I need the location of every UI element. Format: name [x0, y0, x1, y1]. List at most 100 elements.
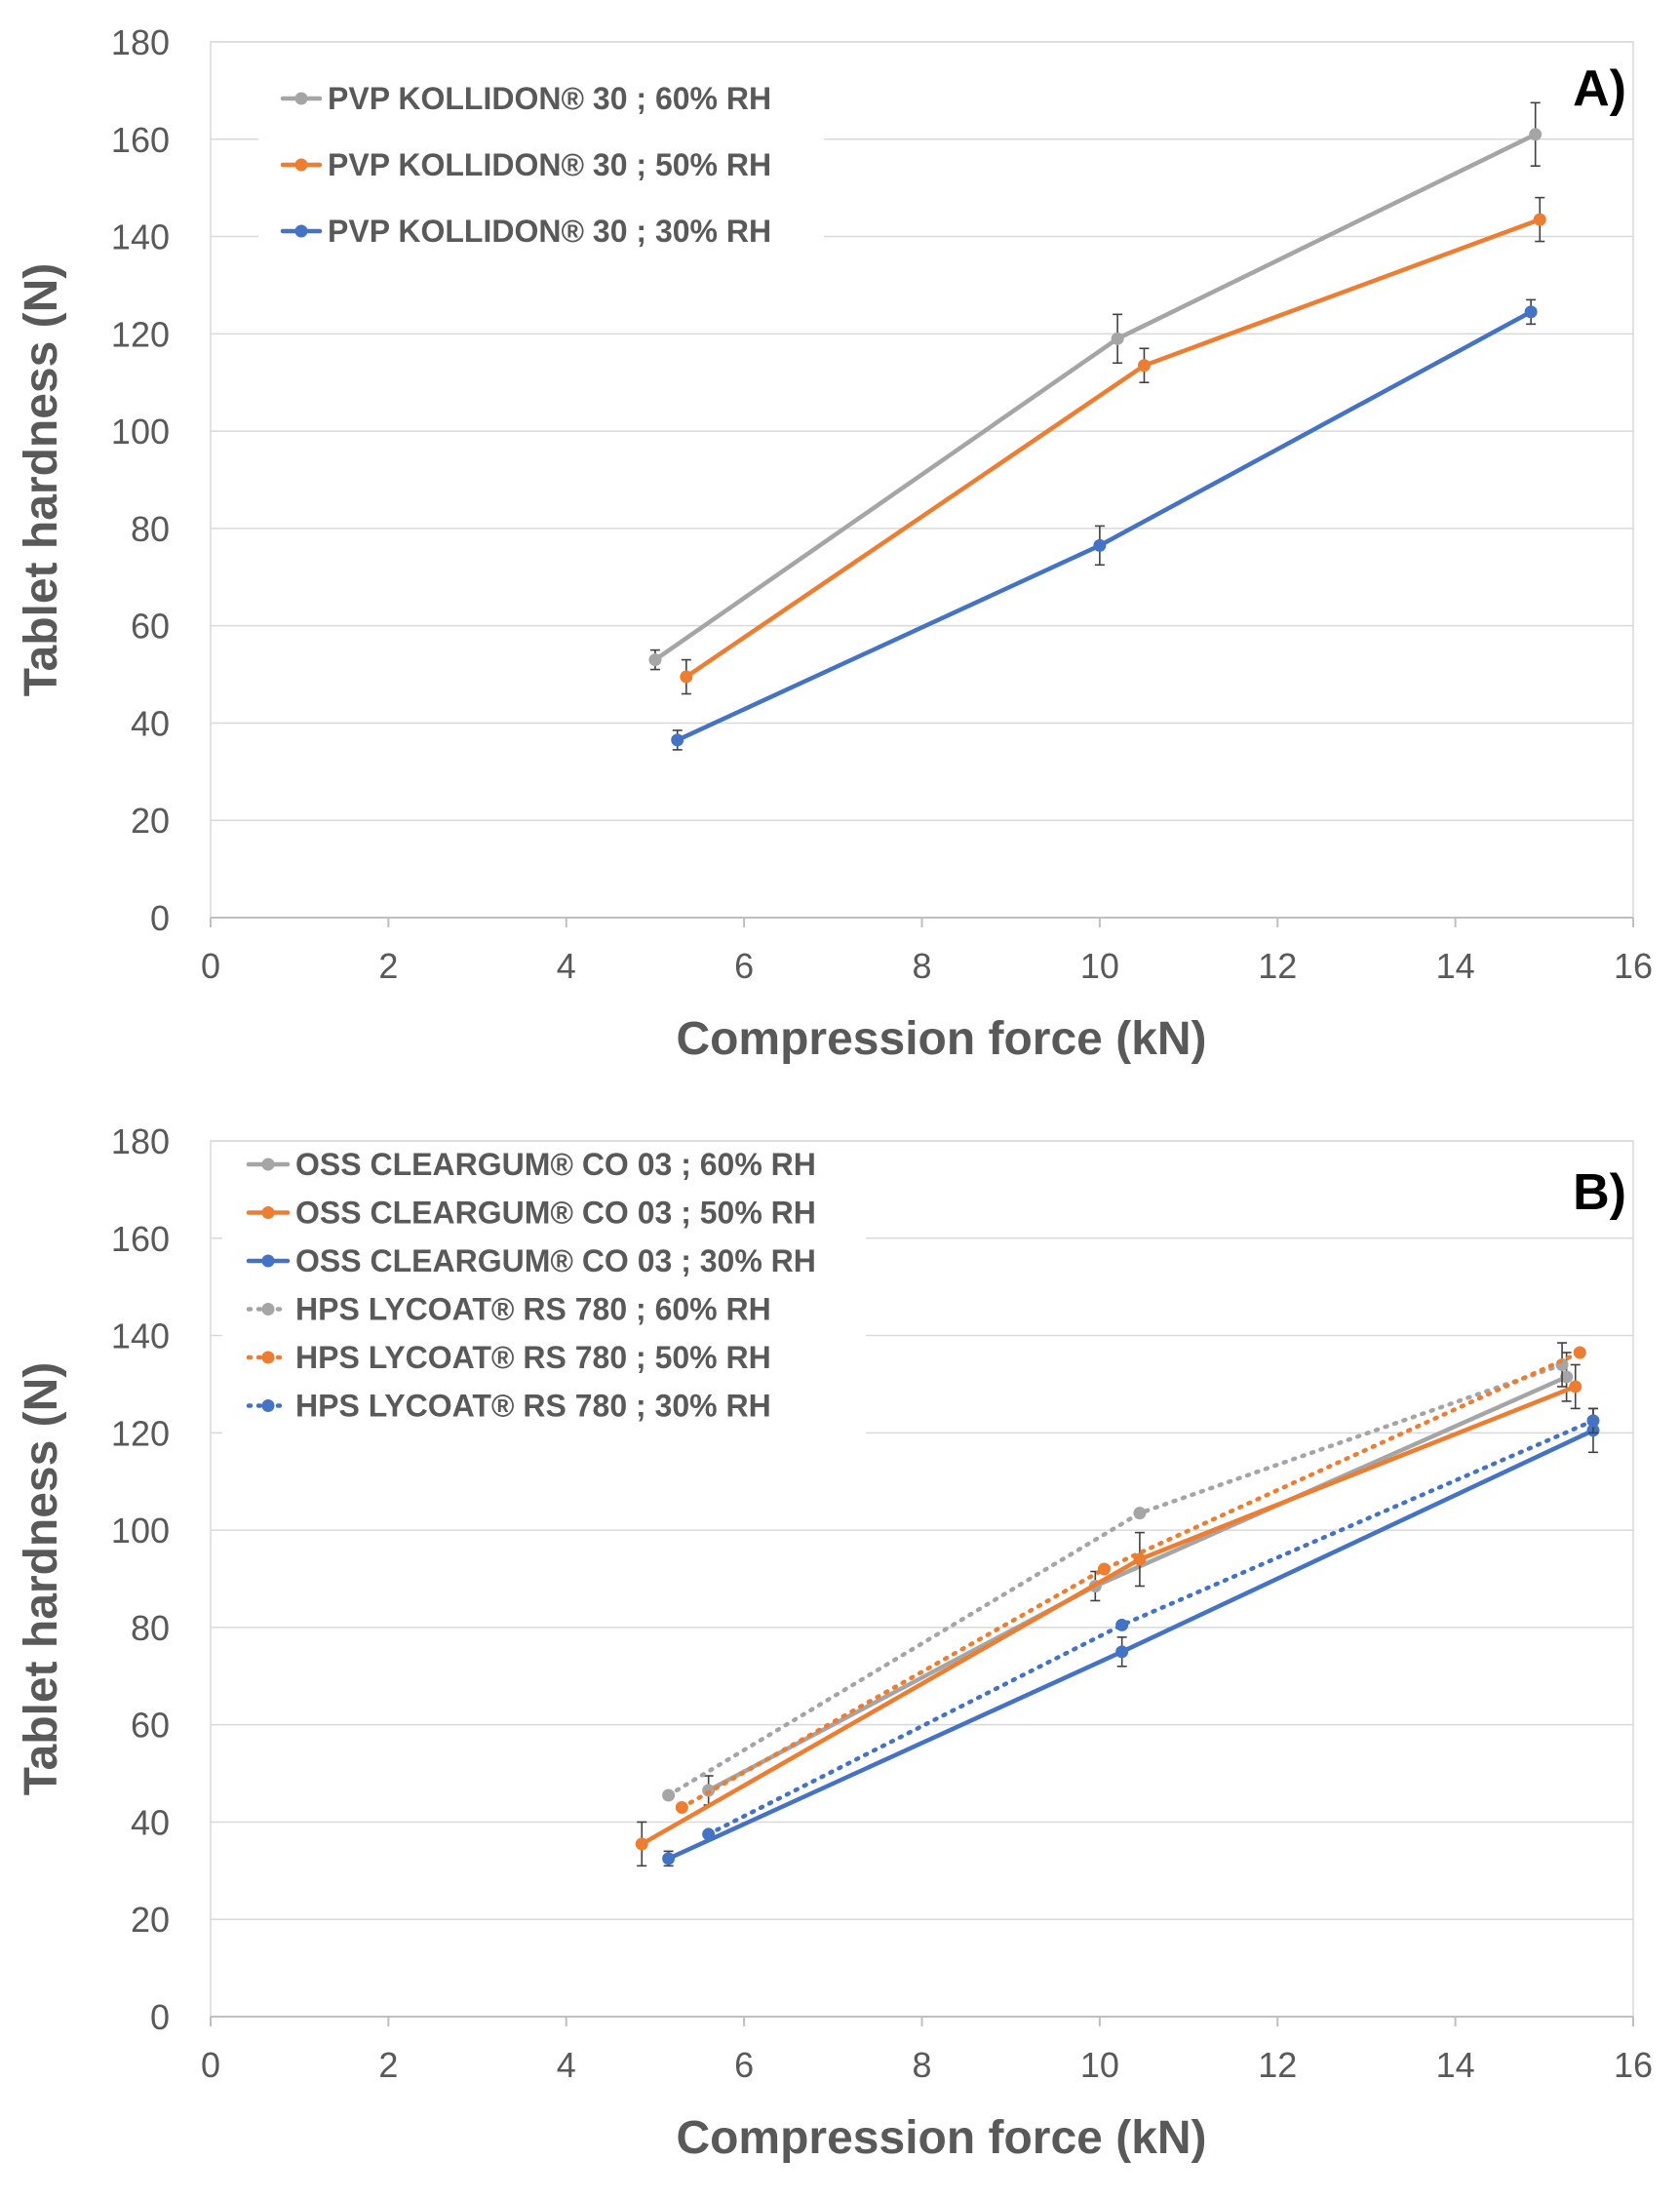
x-tick-label: 4: [557, 946, 576, 986]
y-tick-label: 100: [111, 412, 170, 452]
legend-swatch-marker: [294, 224, 308, 238]
x-tick-label: 14: [1436, 2045, 1475, 2085]
x-tick-label: 2: [378, 2045, 398, 2085]
y-tick-label: 180: [111, 22, 170, 62]
x-tick-label: 14: [1436, 946, 1475, 986]
data-point: [1093, 538, 1107, 552]
legend-entry-label: HPS LYCOAT® RS 780 ; 50% RH: [295, 1340, 771, 1375]
y-tick-label: 100: [111, 1511, 170, 1551]
data-point: [1111, 332, 1124, 345]
chart-panel-b: 0 20 40 60 80 100 120 140 160 180 0 2 4 6 8 10 12 14 16 Com…: [16, 1121, 1653, 2164]
data-point: [702, 1827, 716, 1841]
legend-entry-label: OSS CLEARGUM® CO 03 ; 30% RH: [295, 1243, 816, 1278]
y-tick-label: 60: [131, 607, 170, 647]
x-tick-label: 8: [912, 946, 931, 986]
data-point: [675, 1800, 688, 1814]
legend-swatch-marker: [261, 1399, 275, 1412]
legend-swatch-marker: [261, 1351, 275, 1364]
x-tick-label: 12: [1258, 946, 1297, 986]
data-point: [1569, 1380, 1582, 1394]
data-point: [1533, 213, 1546, 226]
x-tick-label: 4: [557, 2045, 576, 2085]
y-tick-label: 40: [131, 1802, 170, 1842]
x-tick-label: 2: [378, 946, 398, 986]
x-tick-label: 0: [201, 2045, 220, 2085]
series-2: [680, 196, 1546, 695]
legend-box: [222, 1146, 866, 1443]
x-tick-label: 16: [1614, 2045, 1653, 2085]
data-point: [1573, 1346, 1586, 1359]
legend-swatch-marker: [261, 1206, 275, 1219]
legend-entry-label: HPS LYCOAT® RS 780 ; 30% RH: [295, 1389, 771, 1424]
legend-entry-label: PVP KOLLIDON® 30 ; 60% RH: [328, 81, 771, 116]
legend-swatch-marker: [294, 158, 308, 172]
data-point: [662, 1852, 676, 1865]
data-point: [1097, 1562, 1111, 1576]
y-tick-label: 0: [150, 898, 170, 938]
data-point: [1137, 359, 1151, 373]
x-tick-label: 8: [912, 2045, 931, 2085]
series-line: [706, 1418, 1596, 1837]
data-point: [671, 733, 684, 747]
legend-swatch-marker: [261, 1254, 275, 1268]
x-axis-title: Compression force (kN): [676, 1013, 1206, 1065]
legend: PVP KOLLIDON® 30 ; 60% RH PVP KOLLIDON® 3…: [258, 78, 824, 275]
series-1: [648, 101, 1543, 671]
y-tick-label: 80: [131, 1608, 170, 1648]
legend-entry-label: OSS CLEARGUM® CO 03 ; 50% RH: [295, 1196, 816, 1231]
series-3: [671, 298, 1538, 751]
x-tick-label: 16: [1614, 946, 1653, 986]
data-point: [680, 670, 693, 684]
data-point: [1586, 1414, 1600, 1428]
x-tick-label: 12: [1258, 2045, 1297, 2085]
x-axis-title: Compression force (kN): [676, 2112, 1206, 2164]
data-point: [1115, 1645, 1129, 1659]
y-tick-label: 40: [131, 703, 170, 743]
x-tick-label: 10: [1080, 946, 1119, 986]
series-line: [666, 1428, 1596, 1862]
x-tick-label: 6: [734, 2045, 754, 2085]
x-tick-label: 10: [1080, 2045, 1119, 2085]
legend-entry-label: PVP KOLLIDON® 30 ; 50% RH: [328, 147, 771, 182]
series-line: [684, 216, 1543, 680]
data-point: [1529, 128, 1543, 141]
legend-entry-label: OSS CLEARGUM® CO 03 ; 60% RH: [295, 1147, 816, 1182]
legend-swatch-marker: [261, 1158, 275, 1171]
y-tick-label: 0: [150, 1997, 170, 2037]
data-point: [1560, 1370, 1574, 1384]
y-tick-label: 120: [111, 1413, 170, 1453]
legend-entry-label: PVP KOLLIDON® 30 ; 30% RH: [328, 214, 771, 249]
y-tick-label: 80: [131, 509, 170, 549]
y-tick-label: 160: [111, 1219, 170, 1259]
y-tick-label: 180: [111, 1121, 170, 1161]
panel-label: B): [1573, 1164, 1626, 1221]
data-point: [635, 1837, 648, 1851]
panel-label: A): [1573, 60, 1626, 117]
series-6: [702, 1407, 1600, 1841]
y-axis-title: Tablet hardness (N): [16, 263, 67, 697]
x-tick-label: 0: [201, 946, 220, 986]
data-point: [648, 653, 662, 667]
y-tick-label: 20: [131, 1900, 170, 1940]
data-point: [1115, 1618, 1129, 1631]
legend-swatch-marker: [294, 92, 308, 105]
chart-panel-a: 0 20 40 60 80 100 120 140 160 180 0 2 4 6 8 10 12 14 16 Com…: [16, 22, 1653, 1065]
y-tick-label: 160: [111, 120, 170, 160]
y-axis-title: Tablet hardness (N): [16, 1362, 67, 1796]
y-tick-label: 120: [111, 314, 170, 354]
y-tick-label: 140: [111, 217, 170, 257]
data-point: [1133, 1507, 1147, 1520]
x-tick-label: 6: [734, 946, 754, 986]
series-line: [640, 1384, 1578, 1847]
data-point: [1524, 305, 1538, 319]
legend-box: [258, 78, 824, 275]
legend: OSS CLEARGUM® CO 03 ; 60% RH OSS CLEARGUM…: [222, 1146, 866, 1443]
data-point: [662, 1788, 676, 1802]
legend-entry-label: HPS LYCOAT® RS 780 ; 60% RH: [295, 1292, 771, 1327]
series-4: [662, 1342, 1569, 1802]
legend-swatch-marker: [261, 1303, 275, 1315]
y-tick-label: 140: [111, 1316, 170, 1356]
series-5: [675, 1346, 1586, 1814]
